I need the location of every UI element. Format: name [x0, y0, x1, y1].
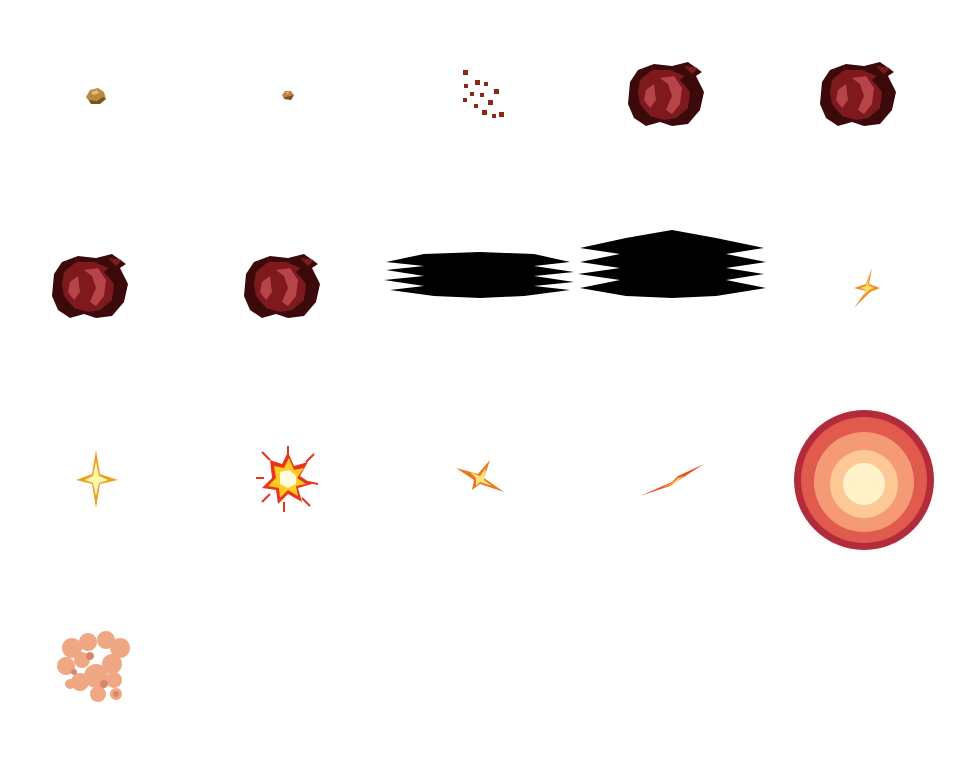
- dust-cloud-icon: [57, 631, 130, 702]
- sprite-pebble-small: [0, 0, 192, 192]
- pebble-tiny-icon: [282, 91, 294, 100]
- sprite-vortex-3: [0, 192, 192, 384]
- sprite-pebble-tiny: [192, 0, 384, 192]
- sprite-shadow-streak-2: [576, 192, 768, 384]
- sprite-vortex-4: [192, 192, 384, 384]
- slash-streak-icon: [640, 464, 704, 496]
- sprite-glowing-orb: [768, 384, 960, 576]
- four-point-star-icon: [76, 450, 118, 508]
- dark-red-vortex-icon: [244, 254, 320, 318]
- pebble-small-icon: [86, 88, 106, 104]
- debris-particles-icon: [463, 70, 504, 118]
- dark-red-vortex-icon: [628, 62, 704, 126]
- sprite-vortex-1: [576, 0, 768, 192]
- skewed-spark-icon: [456, 460, 504, 492]
- sprite-small-spark: [768, 192, 960, 384]
- sprite-four-point-star: [0, 384, 192, 576]
- glowing-orb-icon: [794, 410, 934, 550]
- sprite-shadow-streak-1: [384, 192, 576, 384]
- sprite-debris-particles: [384, 0, 576, 192]
- sprite-vortex-2: [768, 0, 960, 192]
- small-spark-icon: [854, 268, 880, 308]
- sprite-skewed-spark: [384, 384, 576, 576]
- black-shadow-streak-icon: [578, 230, 766, 298]
- dark-red-vortex-icon: [52, 254, 128, 318]
- sprite-dust-cloud: [0, 576, 192, 768]
- black-shadow-streak-icon: [384, 252, 574, 298]
- sprite-impact-burst: [192, 384, 384, 576]
- impact-burst-icon: [256, 446, 319, 512]
- dark-red-vortex-icon: [820, 62, 896, 126]
- sprite-slash-streak: [576, 384, 768, 576]
